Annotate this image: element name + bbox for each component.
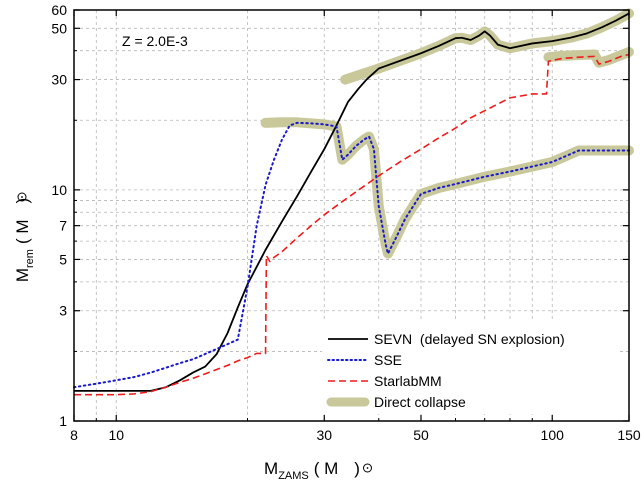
y-axis-title-unit: ( M	[13, 220, 32, 245]
y-axis-title-sub: rem	[24, 249, 36, 268]
y-axis-title-main: M	[13, 268, 32, 282]
x-axis-title-sub: ZAMS	[278, 470, 309, 482]
x-tick-label: 50	[413, 427, 429, 443]
annotation-metallicity: Z = 2.0E-3	[122, 33, 188, 49]
legend-entry-starlabmm: StarlabMM	[328, 373, 442, 389]
legend-background	[322, 322, 620, 414]
x-axis-title-unit-close: )	[354, 459, 360, 478]
y-tick-label: 7	[59, 218, 67, 234]
svg-text:MZAMS( M): MZAMS ( M)	[264, 459, 360, 482]
legend-entry-sevn: SEVN (delayed SN explosion)	[328, 331, 565, 347]
y-tick-label: 50	[51, 20, 67, 36]
series-line-sevn-delayed-sn-explosion	[74, 12, 630, 392]
x-tick-label: 100	[541, 427, 565, 443]
x-axis-title-unit: ( M	[314, 459, 339, 478]
y-tick-label: 10	[51, 182, 67, 198]
series-line-starlabmm	[74, 53, 630, 396]
plot-area	[73, 8, 634, 396]
y-tick-label: 1	[59, 413, 67, 429]
x-axis-title: MZAMS ( M)	[264, 459, 372, 482]
y-tick-label: 3	[59, 303, 67, 319]
legend-entry-direct-collapse: Direct collapse	[326, 394, 466, 410]
svg-text:Mrem( M): Mrem( M)	[13, 198, 36, 282]
legend: SEVN (delayed SN explosion) SSE StarlabM…	[322, 322, 620, 414]
y-tick-label: 5	[59, 251, 67, 267]
series-line-direct-collapse	[543, 46, 634, 68]
series-line-sse	[73, 121, 630, 389]
x-tick-label: 10	[108, 427, 124, 443]
sun-symbol-x	[363, 463, 372, 473]
plot-frame	[73, 9, 630, 422]
x-axis-title-main: M	[264, 459, 278, 478]
sun-symbol-x-dot	[366, 467, 369, 469]
legend-label-sevn: SEVN (delayed SN explosion)	[374, 331, 565, 347]
x-tick-label: 150	[617, 427, 641, 443]
y-tick-label: 60	[51, 2, 67, 18]
axis-ticks: 8 10 30 50 100 150 1 3 5 7 10 30 50 60	[51, 2, 640, 443]
sun-symbol-y	[17, 192, 27, 202]
legend-label-direct-collapse: Direct collapse	[374, 394, 466, 410]
sun-symbol-y-dot	[21, 196, 23, 198]
x-tick-label: 30	[316, 427, 332, 443]
series-line-direct-collapse	[260, 117, 634, 259]
y-axis-title: Mrem( M)	[13, 192, 36, 282]
y-tick-label: 30	[51, 72, 67, 88]
legend-label-starlabmm: StarlabMM	[374, 373, 442, 389]
series-line-direct-collapse	[340, 8, 634, 85]
legend-entry-sse: SSE	[327, 352, 402, 368]
legend-label-sse: SSE	[374, 352, 402, 368]
x-tick-label: 8	[70, 427, 78, 443]
